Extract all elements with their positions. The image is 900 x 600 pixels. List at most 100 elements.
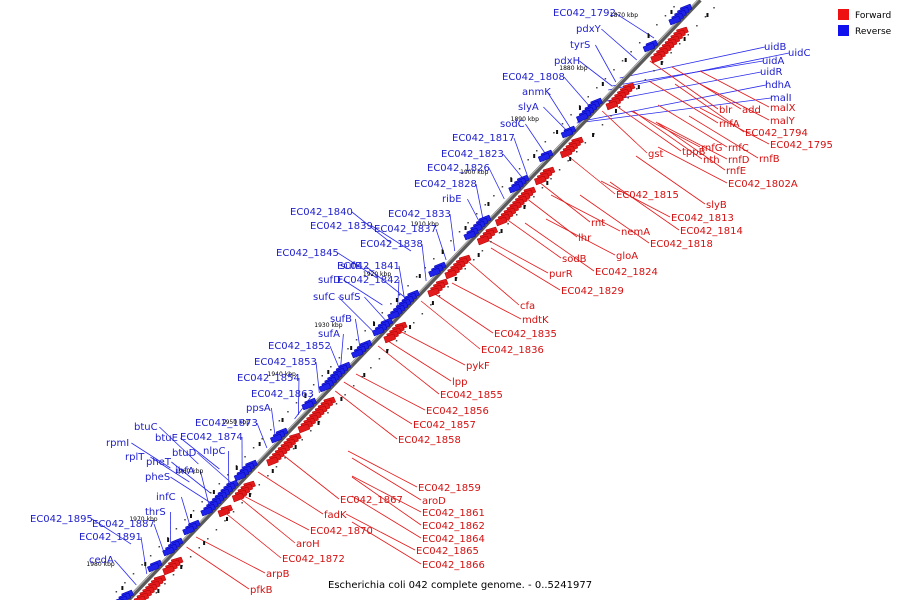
- forward-gene-block[interactable]: [476, 235, 490, 246]
- gene-label-ec042-1856[interactable]: EC042_1856: [426, 406, 489, 417]
- gene-label-sodb[interactable]: sodB: [562, 254, 587, 265]
- gene-label-uidb[interactable]: uidB: [764, 42, 786, 53]
- reverse-gene-block[interactable]: [350, 348, 364, 359]
- gene-label-sodc[interactable]: sodC: [500, 119, 525, 130]
- gene-label-ec042-1862[interactable]: EC042_1862: [422, 521, 485, 532]
- gene-label-rnfe[interactable]: rnfE: [726, 166, 746, 177]
- gene-label-ec042-1855[interactable]: EC042_1855: [440, 390, 503, 401]
- gene-label-ec042-1840[interactable]: EC042_1840: [290, 207, 353, 218]
- gene-label-ec042-1829[interactable]: EC042_1829: [561, 286, 624, 297]
- gene-label-aroh[interactable]: aroH: [296, 539, 320, 550]
- gene-label-ec042-1859[interactable]: EC042_1859: [418, 483, 481, 494]
- gene-label-ec042-1867[interactable]: EC042_1867: [340, 495, 403, 506]
- gene-label-ec042-1841[interactable]: EC042_1841: [337, 261, 400, 272]
- forward-gene-block[interactable]: [427, 287, 440, 298]
- gene-label-add[interactable]: add: [742, 105, 761, 116]
- gene-label-phes[interactable]: pheS: [145, 472, 170, 483]
- gene-label-sufc[interactable]: sufC: [313, 292, 335, 303]
- gene-label-ec042-1815[interactable]: EC042_1815: [616, 190, 679, 201]
- gene-label-ec042-1823[interactable]: EC042_1823: [441, 149, 504, 160]
- gene-label-anmk[interactable]: anmK: [522, 87, 551, 98]
- gene-label-ihfa[interactable]: ihfA: [175, 466, 195, 477]
- gene-label-ec042-1866[interactable]: EC042_1866: [422, 560, 485, 571]
- gene-label-sufd[interactable]: sufD: [318, 275, 341, 286]
- gene-label-ec042-1836[interactable]: EC042_1836: [481, 345, 544, 356]
- forward-gene-block[interactable]: [444, 269, 458, 280]
- gene-label-pdxh[interactable]: pdxH: [554, 56, 580, 67]
- gene-label-malx[interactable]: malX: [770, 103, 796, 114]
- gene-label-ec042-1842[interactable]: EC042_1842: [337, 275, 400, 286]
- gene-label-ec042-1837[interactable]: EC042_1837: [374, 224, 437, 235]
- gene-label-ec042-1872[interactable]: EC042_1872: [282, 554, 345, 565]
- gene-label-gst[interactable]: gst: [648, 149, 664, 160]
- gene-label-ec042-1792[interactable]: EC042_1792: [553, 8, 616, 19]
- gene-label-nlpc[interactable]: nlpC: [203, 446, 225, 457]
- gene-label-mdtk[interactable]: mdtK: [522, 315, 549, 326]
- gene-label-ec042-1838[interactable]: EC042_1838: [360, 239, 423, 250]
- reverse-gene-block[interactable]: [115, 595, 128, 600]
- gene-label-lpp[interactable]: lpp: [452, 377, 467, 388]
- reverse-gene-block[interactable]: [200, 506, 214, 517]
- reverse-gene-block[interactable]: [508, 183, 521, 194]
- gene-label-ec042-1873[interactable]: EC042_1873: [195, 418, 258, 429]
- gene-label-ec042-1794[interactable]: EC042_1794: [745, 128, 808, 139]
- gene-label-uidc[interactable]: uidC: [788, 48, 810, 59]
- forward-gene-block[interactable]: [534, 175, 547, 186]
- gene-label-pykf[interactable]: pykF: [466, 361, 490, 372]
- gene-label-infc[interactable]: infC: [156, 492, 176, 503]
- forward-gene-block[interactable]: [297, 423, 311, 434]
- gene-label-ec042-1864[interactable]: EC042_1864: [422, 534, 485, 545]
- gene-label-sufb[interactable]: sufB: [330, 314, 352, 325]
- gene-label-ec042-1863[interactable]: EC042_1863: [251, 389, 314, 400]
- forward-gene-block[interactable]: [231, 492, 245, 503]
- forward-gene-block[interactable]: [605, 100, 619, 111]
- gene-label-rnfb[interactable]: rnfB: [759, 154, 780, 165]
- forward-gene-block[interactable]: [650, 53, 663, 64]
- gene-label-ec042-1818[interactable]: EC042_1818: [650, 239, 713, 250]
- gene-label-ec042-1814[interactable]: EC042_1814: [680, 226, 743, 237]
- gene-label-ribe[interactable]: ribE: [442, 194, 462, 205]
- gene-label-uidr[interactable]: uidR: [760, 67, 782, 78]
- gene-label-ec042-1865[interactable]: EC042_1865: [416, 546, 479, 557]
- gene-label-ec042-1853[interactable]: EC042_1853: [254, 357, 317, 368]
- gene-label-hdha[interactable]: hdhA: [765, 80, 791, 91]
- forward-gene-block[interactable]: [133, 595, 146, 600]
- gene-label-sufa[interactable]: sufA: [318, 329, 340, 340]
- gene-label-ec042-1852[interactable]: EC042_1852: [268, 341, 331, 352]
- gene-label-slya[interactable]: slyA: [518, 102, 539, 113]
- reverse-gene-block[interactable]: [575, 112, 589, 123]
- gene-label-arod[interactable]: aroD: [422, 496, 446, 507]
- gene-label-ec042-1835[interactable]: EC042_1835: [494, 329, 557, 340]
- gene-label-btuc[interactable]: btuC: [134, 422, 158, 433]
- gene-label-ec042-1870[interactable]: EC042_1870: [310, 526, 373, 537]
- gene-label-arpb[interactable]: arpB: [266, 569, 290, 580]
- reverse-gene-block[interactable]: [560, 128, 574, 139]
- gene-label-ec042-1826[interactable]: EC042_1826: [427, 163, 490, 174]
- forward-gene-block[interactable]: [266, 456, 279, 467]
- reverse-gene-block[interactable]: [537, 152, 551, 163]
- gene-label-ec042-1813[interactable]: EC042_1813: [671, 213, 734, 224]
- reverse-gene-block[interactable]: [269, 433, 283, 444]
- reverse-gene-block[interactable]: [668, 15, 682, 26]
- gene-label-tppb[interactable]: tppB: [682, 147, 706, 158]
- reverse-gene-block[interactable]: [182, 525, 195, 536]
- gene-label-phet[interactable]: pheT: [146, 457, 172, 468]
- gene-label-purr[interactable]: purR: [549, 269, 573, 280]
- reverse-gene-block[interactable]: [318, 382, 332, 393]
- gene-label-pfkb[interactable]: pfkB: [250, 585, 273, 596]
- gene-label-slyb[interactable]: slyB: [706, 200, 727, 211]
- gene-label-maly[interactable]: malY: [770, 116, 796, 127]
- gene-label-mali[interactable]: malI: [770, 93, 792, 104]
- reverse-gene-block[interactable]: [642, 42, 656, 53]
- gene-label-ec042-1854[interactable]: EC042_1854: [237, 373, 300, 384]
- reverse-gene-block[interactable]: [371, 326, 385, 337]
- gene-label-sufs[interactable]: sufS: [339, 292, 360, 303]
- gene-label-ec042-1874[interactable]: EC042_1874: [180, 432, 243, 443]
- gene-label-blr[interactable]: blr: [719, 105, 733, 116]
- gene-label-btud[interactable]: btuD: [172, 448, 197, 459]
- reverse-gene-block[interactable]: [301, 400, 315, 411]
- gene-label-ec042-1861[interactable]: EC042_1861: [422, 508, 485, 519]
- reverse-gene-block[interactable]: [162, 546, 175, 557]
- reverse-gene-block[interactable]: [146, 562, 160, 573]
- gene-label-ec042-1817[interactable]: EC042_1817: [452, 133, 515, 144]
